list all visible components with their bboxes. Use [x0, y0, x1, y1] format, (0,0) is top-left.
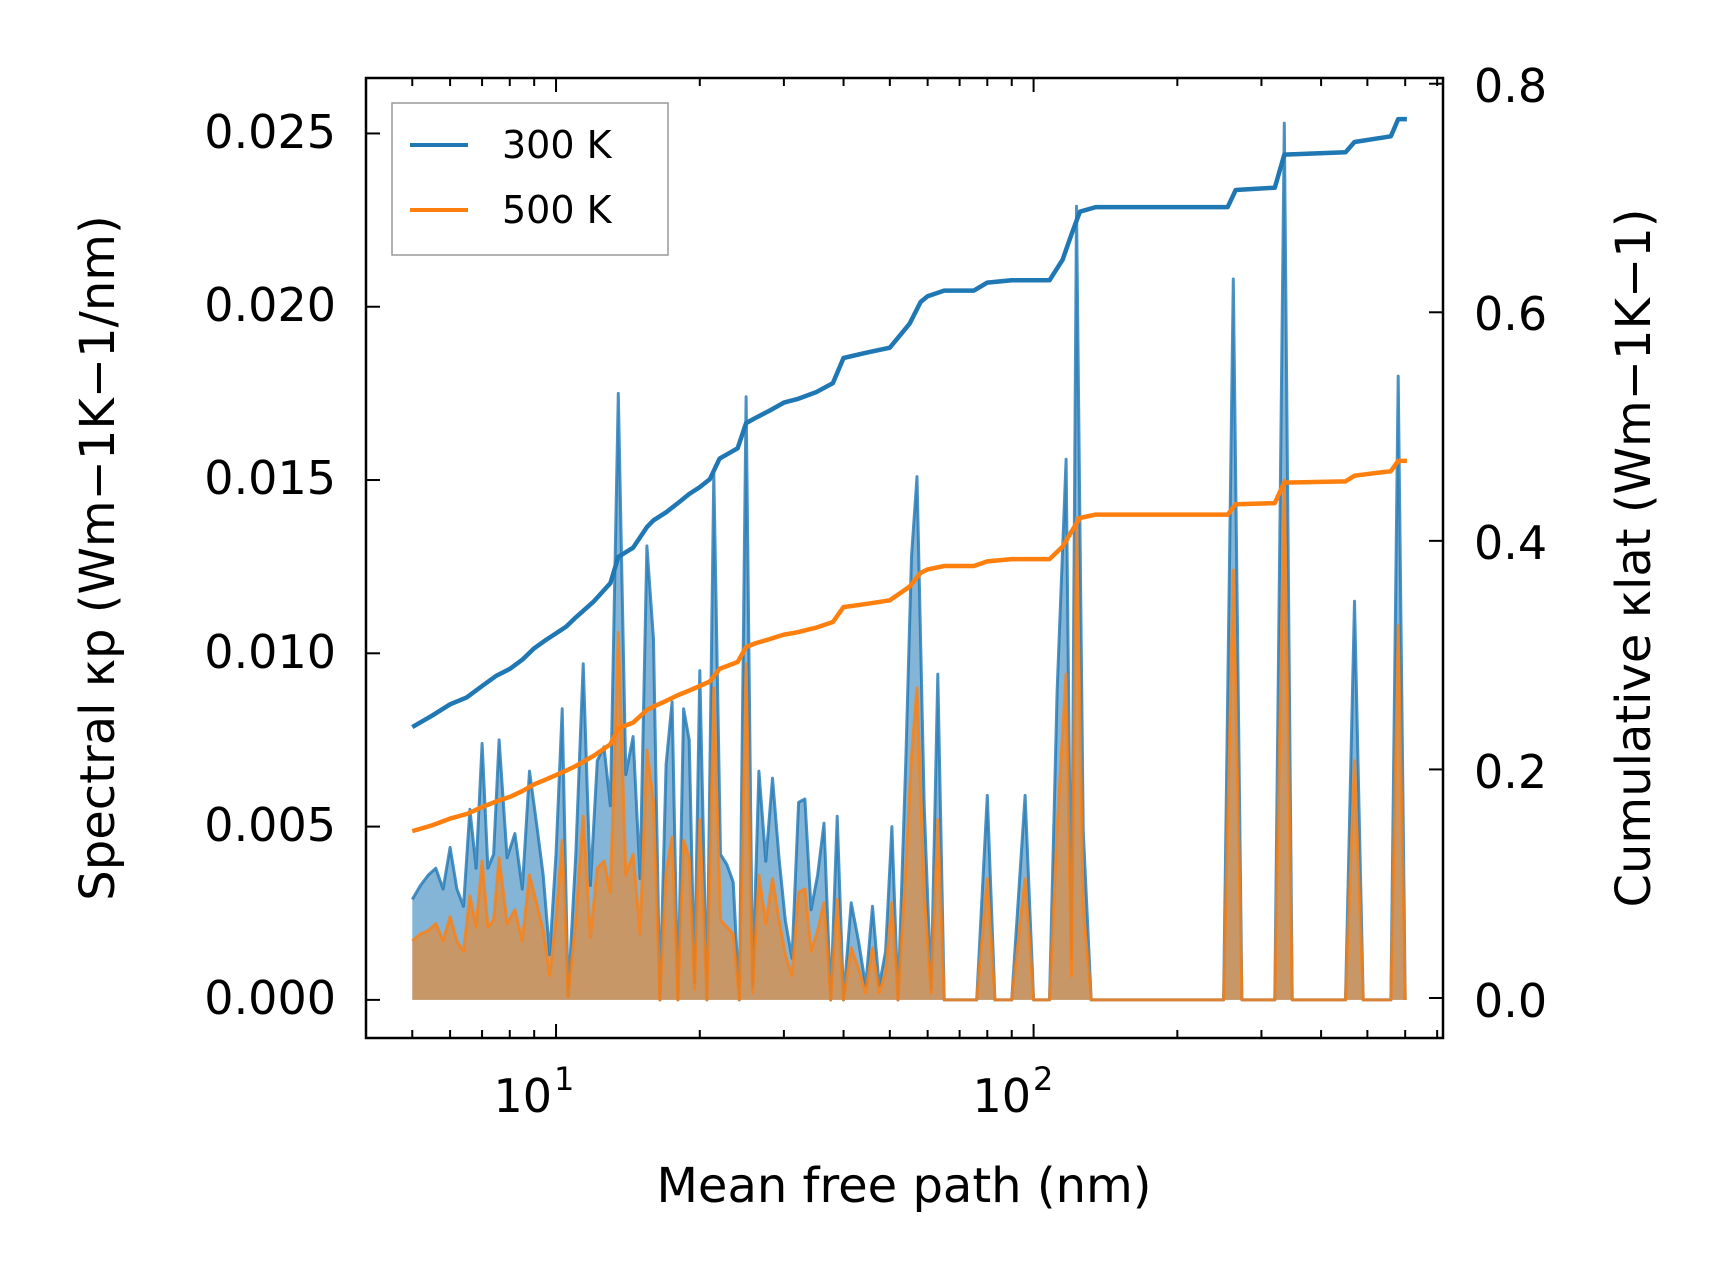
- legend: 300 K 500 K: [391, 102, 669, 256]
- plot-area: [411, 116, 1407, 1002]
- x-tick-exponent-2: 2: [1033, 1060, 1053, 1098]
- y-left-tick-label: 0.005: [204, 798, 336, 852]
- left-y-axis-label: Spectral κp (Wm−1K−1/nm): [70, 215, 126, 900]
- spectral-line-500k: [411, 478, 1407, 1002]
- spectral-area-500k: [412, 480, 1406, 1000]
- y-right-tick-label: 0.0: [1474, 974, 1547, 1028]
- y-right-tick-label: 0.2: [1474, 745, 1547, 799]
- y-left-tick-label: 0.000: [204, 971, 336, 1025]
- legend-label-300k: 300 K: [502, 123, 613, 167]
- y-left-tick-label: 0.015: [204, 451, 336, 505]
- right-y-axis-label: Cumulative κlat (Wm−1K−1): [1606, 209, 1662, 908]
- y-left-tick-label: 0.010: [204, 625, 336, 679]
- right-y-axis-ticks: [1429, 82, 1443, 999]
- cumulative-line-300k: [411, 116, 1407, 730]
- y-right-tick-label: 0.6: [1474, 287, 1547, 341]
- axes-frame: [364, 76, 1445, 1040]
- spectral-line-300k: [411, 121, 1407, 1002]
- x-tick-label-100: 10: [972, 1069, 1031, 1123]
- legend-frame: [391, 102, 669, 256]
- left-y-axis-ticks: [366, 132, 380, 1001]
- x-axis-label: Mean free path (nm): [657, 1158, 1152, 1214]
- x-axis-ticks: [365, 78, 1439, 1038]
- y-left-tick-label: 0.020: [204, 278, 336, 332]
- y-left-tick-label: 0.025: [204, 105, 336, 159]
- x-tick-exponent-1: 1: [554, 1060, 574, 1098]
- y-right-tick-label: 0.8: [1474, 59, 1547, 113]
- y-right-tick-label: 0.4: [1474, 516, 1547, 570]
- legend-label-500k: 500 K: [502, 188, 613, 232]
- cumulative-line-500k: [411, 458, 1407, 834]
- x-tick-label-10: 10: [493, 1069, 552, 1123]
